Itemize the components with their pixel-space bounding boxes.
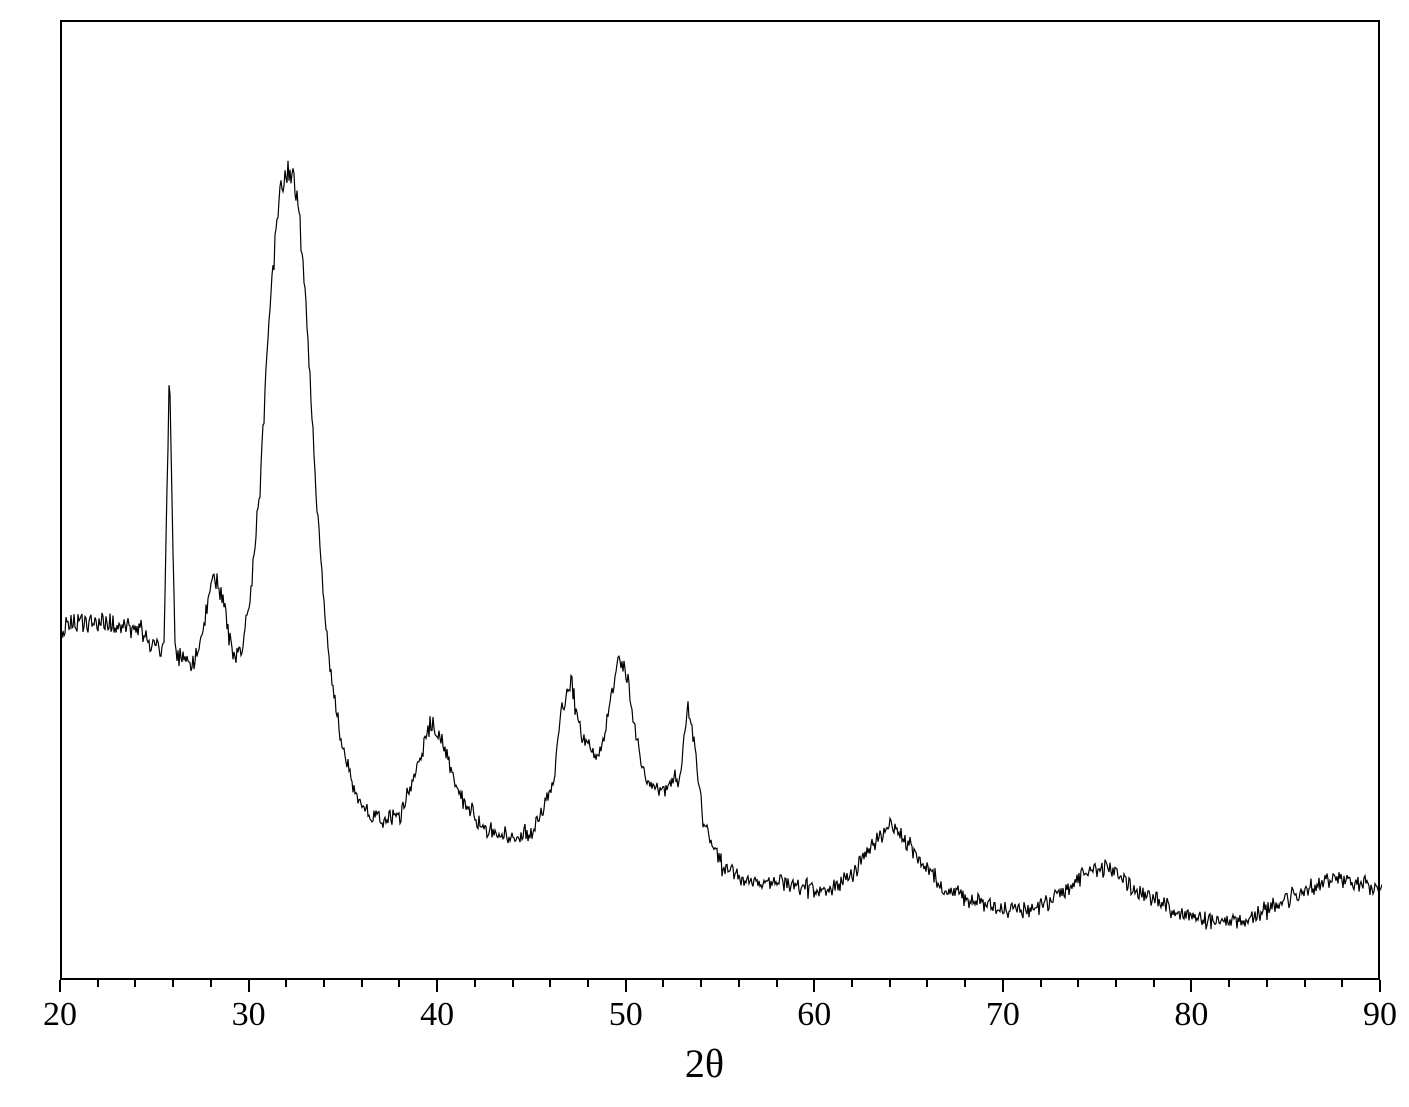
- plot-area: [60, 20, 1380, 980]
- x-minor-tick: [738, 980, 740, 987]
- x-minor-tick: [1077, 980, 1079, 987]
- x-minor-tick: [587, 980, 589, 987]
- x-axis-label: 2θ: [685, 1040, 724, 1087]
- x-tick-label: 50: [609, 996, 643, 1034]
- x-minor-tick: [172, 980, 174, 987]
- x-minor-tick: [1153, 980, 1155, 987]
- x-major-tick: [436, 980, 438, 992]
- xrd-trace: [62, 22, 1382, 982]
- x-tick-label: 40: [420, 996, 454, 1034]
- x-major-tick: [625, 980, 627, 992]
- x-minor-tick: [323, 980, 325, 987]
- x-minor-tick: [1341, 980, 1343, 987]
- x-minor-tick: [285, 980, 287, 987]
- x-major-tick: [1190, 980, 1192, 992]
- x-minor-tick: [1040, 980, 1042, 987]
- x-major-tick: [1379, 980, 1381, 992]
- x-minor-tick: [964, 980, 966, 987]
- x-minor-tick: [134, 980, 136, 987]
- x-minor-tick: [851, 980, 853, 987]
- x-minor-tick: [474, 980, 476, 987]
- x-tick-label: 20: [43, 996, 77, 1034]
- x-minor-tick: [1266, 980, 1268, 987]
- x-minor-tick: [926, 980, 928, 987]
- x-major-tick: [1002, 980, 1004, 992]
- x-minor-tick: [549, 980, 551, 987]
- x-tick-label: 80: [1174, 996, 1208, 1034]
- x-major-tick: [813, 980, 815, 992]
- x-major-tick: [248, 980, 250, 992]
- x-tick-label: 90: [1363, 996, 1397, 1034]
- xrd-line: [62, 161, 1382, 930]
- x-minor-tick: [889, 980, 891, 987]
- x-minor-tick: [398, 980, 400, 987]
- x-minor-tick: [1228, 980, 1230, 987]
- x-minor-tick: [361, 980, 363, 987]
- x-minor-tick: [700, 980, 702, 987]
- x-tick-label: 70: [986, 996, 1020, 1034]
- x-major-tick: [59, 980, 61, 992]
- x-minor-tick: [776, 980, 778, 987]
- x-minor-tick: [1304, 980, 1306, 987]
- x-minor-tick: [1115, 980, 1117, 987]
- x-minor-tick: [662, 980, 664, 987]
- x-minor-tick: [97, 980, 99, 987]
- x-tick-label: 30: [232, 996, 266, 1034]
- x-minor-tick: [512, 980, 514, 987]
- x-tick-label: 60: [797, 996, 831, 1034]
- x-minor-tick: [210, 980, 212, 987]
- xrd-chart: 20 30 40 50 60 70 80 90 2θ: [0, 0, 1409, 1107]
